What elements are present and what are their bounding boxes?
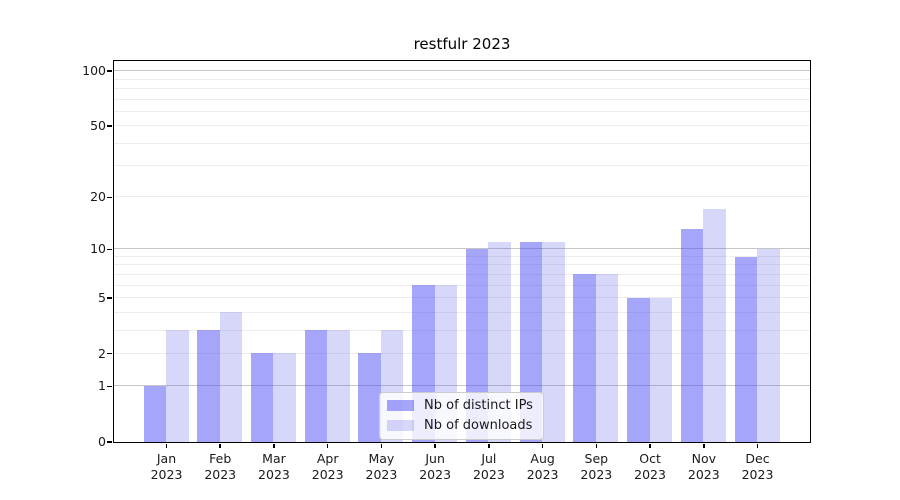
gridline-minor bbox=[113, 352, 810, 354]
bar-downloads-apr bbox=[327, 330, 350, 442]
x-tick bbox=[756, 443, 759, 448]
x-tick-label: Oct 2023 bbox=[634, 451, 666, 482]
gridline-minor bbox=[113, 110, 810, 112]
bar-ips-dec bbox=[734, 256, 758, 442]
x-tick-label: Aug 2023 bbox=[526, 451, 559, 482]
bar-ips-apr bbox=[304, 330, 328, 442]
x-tick bbox=[488, 443, 490, 448]
x-tick bbox=[541, 443, 544, 448]
y-tick-label: 20 bbox=[90, 189, 106, 205]
y-tick bbox=[107, 352, 112, 355]
x-tick bbox=[165, 443, 168, 448]
x-tick-label: Apr 2023 bbox=[311, 451, 344, 482]
y-tick bbox=[107, 248, 112, 251]
y-tick bbox=[107, 385, 112, 388]
gridline-minor bbox=[113, 284, 810, 286]
legend: Nb of distinct IPs Nb of downloads bbox=[379, 392, 544, 440]
y-tick bbox=[107, 196, 112, 199]
gridline-minor bbox=[113, 142, 810, 144]
legend-item-downloads: Nb of downloads bbox=[387, 418, 533, 433]
legend-label-downloads: Nb of downloads bbox=[424, 418, 533, 433]
y-tick-label: 5 bbox=[98, 290, 106, 306]
gridline-minor bbox=[113, 165, 810, 167]
bar-downloads-feb bbox=[219, 312, 243, 442]
bar-downloads-mar bbox=[273, 353, 296, 442]
gridline-major bbox=[113, 385, 810, 387]
gridline-minor bbox=[113, 311, 810, 313]
bar-downloads-oct bbox=[649, 297, 673, 442]
y-tick bbox=[107, 441, 112, 443]
x-tick-label: Jun 2023 bbox=[419, 451, 452, 482]
bar-ips-may bbox=[358, 353, 381, 442]
y-tick bbox=[107, 297, 112, 299]
bar-ips-jan bbox=[143, 385, 166, 442]
y-tick bbox=[107, 125, 112, 127]
y-tick-label: 100 bbox=[82, 63, 106, 79]
x-tick-label: Jul 2023 bbox=[472, 451, 505, 482]
gridline-minor bbox=[113, 87, 810, 89]
bar-ips-nov bbox=[680, 229, 704, 442]
x-tick bbox=[434, 443, 436, 448]
bar-ips-aug bbox=[519, 241, 543, 442]
x-tick-label: Dec 2023 bbox=[741, 451, 774, 482]
legend-item-distinct-ips: Nb of distinct IPs bbox=[387, 398, 533, 413]
y-tick-label: 50 bbox=[90, 118, 106, 134]
gridline-minor bbox=[113, 78, 810, 80]
x-tick bbox=[273, 443, 275, 448]
x-tick-label: May 2023 bbox=[365, 451, 398, 482]
legend-label-distinct-ips: Nb of distinct IPs bbox=[424, 398, 533, 413]
gridline-major bbox=[113, 70, 810, 72]
gridline-minor bbox=[113, 256, 810, 257]
gridline-minor bbox=[113, 329, 810, 331]
bar-ips-mar bbox=[250, 353, 274, 442]
y-tick-label: 10 bbox=[90, 241, 106, 257]
bar-downloads-jan bbox=[166, 330, 189, 442]
gridline-minor bbox=[113, 273, 810, 275]
x-tick-label: Mar 2023 bbox=[258, 451, 290, 482]
bar-ips-feb bbox=[197, 330, 220, 442]
x-tick bbox=[595, 443, 598, 448]
y-tick-label: 2 bbox=[98, 345, 106, 361]
gridline-minor bbox=[113, 98, 810, 100]
legend-swatch-downloads bbox=[387, 420, 414, 431]
plot-area bbox=[112, 59, 811, 443]
x-tick bbox=[703, 443, 705, 448]
y-tick bbox=[107, 70, 112, 72]
bar-downloads-sep bbox=[595, 274, 619, 442]
bar-downloads-dec bbox=[757, 248, 780, 442]
x-tick bbox=[649, 443, 651, 448]
x-tick bbox=[219, 443, 221, 448]
chart-title: restfulr 2023 bbox=[413, 35, 511, 53]
bar-downloads-nov bbox=[703, 209, 726, 442]
gridline-minor bbox=[113, 297, 810, 299]
gridline-minor bbox=[113, 125, 810, 127]
y-tick-label: 0 bbox=[98, 434, 106, 449]
x-tick-label: Feb 2023 bbox=[204, 451, 237, 482]
x-tick-label: Nov 2023 bbox=[687, 451, 720, 482]
gridline-minor bbox=[113, 264, 810, 266]
x-tick bbox=[380, 443, 383, 448]
bar-ips-oct bbox=[627, 297, 650, 442]
legend-swatch-distinct-ips bbox=[387, 400, 414, 411]
y-tick-label: 1 bbox=[98, 378, 106, 394]
x-tick-label: Jan 2023 bbox=[150, 451, 183, 482]
grid-layer bbox=[113, 61, 810, 442]
x-tick bbox=[326, 443, 329, 448]
x-tick-label: Sep 2023 bbox=[580, 451, 613, 482]
bars-layer bbox=[114, 61, 810, 442]
bar-downloads-jul bbox=[488, 241, 511, 442]
bar-ips-sep bbox=[573, 274, 596, 442]
gridline-major bbox=[113, 248, 810, 250]
bar-downloads-aug bbox=[542, 241, 565, 442]
gridline-minor bbox=[113, 196, 810, 198]
